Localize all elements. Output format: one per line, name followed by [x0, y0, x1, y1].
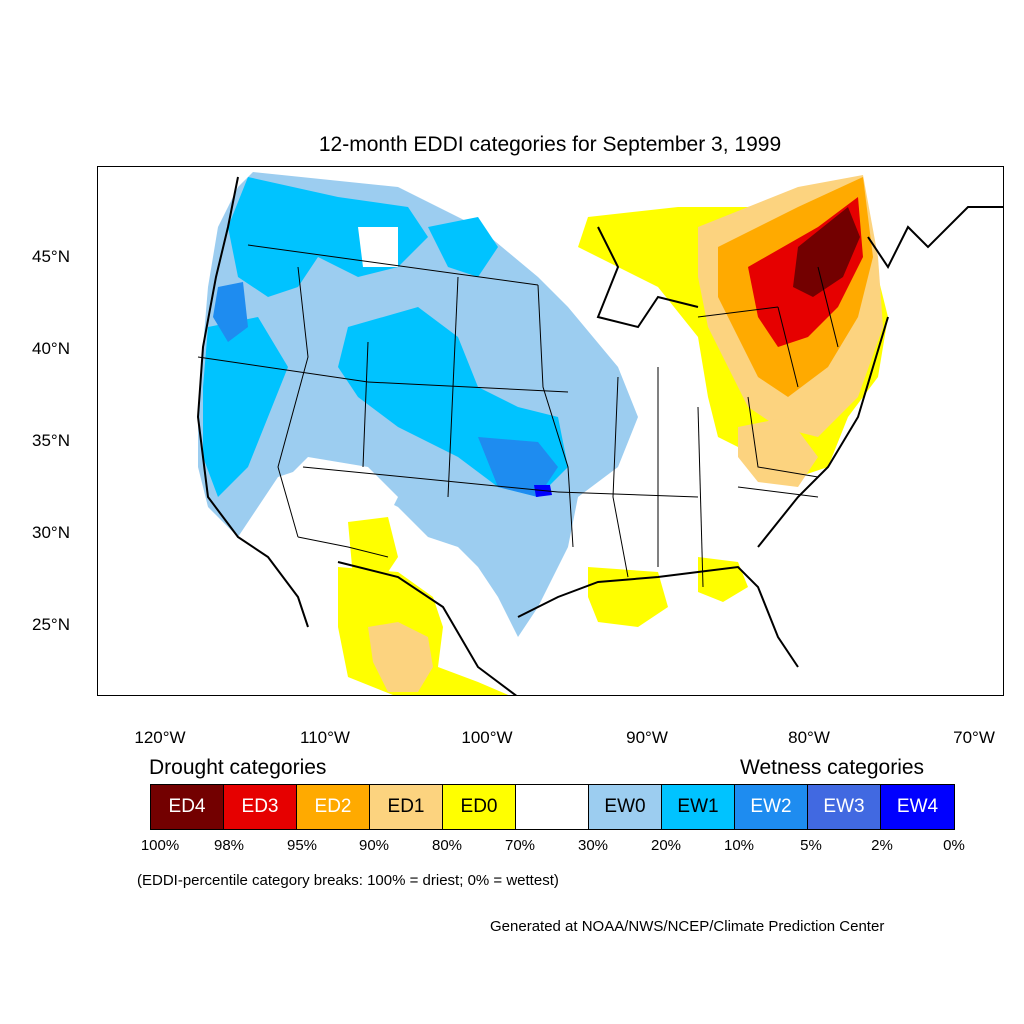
- percentile-break: 30%: [577, 837, 609, 854]
- category-legend: ED4 ED3 ED2 ED1 ED0 EW0 EW1 EW2 EW3 EW4: [150, 784, 955, 830]
- dry-region-florida: [698, 557, 748, 602]
- percentile-break: 20%: [650, 837, 682, 854]
- percentile-break: 2%: [871, 837, 893, 854]
- percentile-break: 0%: [943, 837, 965, 854]
- lat-label-30: 30°N: [32, 523, 70, 542]
- legend-swatch-ew2: EW2: [735, 785, 808, 829]
- legend-swatch-ew3: EW3: [808, 785, 881, 829]
- legend-swatch-ed0: ED0: [443, 785, 516, 829]
- dry-region-appalachia-ed1: [738, 417, 818, 487]
- percentile-break: 95%: [286, 837, 318, 854]
- percentile-break: 70%: [504, 837, 536, 854]
- wet-region-ew2-1: [213, 282, 248, 342]
- lon-label-70: 70°W: [953, 728, 995, 747]
- lat-label-35: 35°N: [32, 431, 70, 450]
- drought-categories-title: Drought categories: [149, 756, 327, 779]
- state-boundaries: [197, 244, 839, 588]
- category-breaks-note: (EDDI-percentile category breaks: 100% =…: [137, 872, 559, 889]
- lon-label-80: 80°W: [788, 728, 830, 747]
- lat-label-45: 45°N: [32, 247, 70, 266]
- legend-swatch-ed3: ED3: [224, 785, 297, 829]
- dry-region-northeast-ed4: [793, 207, 860, 297]
- map-panel: [97, 166, 1004, 696]
- lon-label-120: 120°W: [134, 728, 186, 747]
- legend-swatch-neutral: [516, 785, 589, 829]
- lon-label-90: 90°W: [626, 728, 668, 747]
- lon-label-100: 100°W: [461, 728, 513, 747]
- legend-swatch-ed1: ED1: [370, 785, 443, 829]
- legend-swatch-ed2: ED2: [297, 785, 370, 829]
- map-title: 12-month EDDI categories for September 3…: [318, 133, 782, 156]
- lon-label-110: 110°W: [300, 728, 350, 747]
- percentile-break: 100%: [140, 837, 180, 854]
- wet-region-ew2-2: [478, 437, 558, 497]
- legend-swatch-ew4: EW4: [881, 785, 954, 829]
- lat-label-25: 25°N: [32, 615, 70, 634]
- percentile-break: 80%: [431, 837, 463, 854]
- legend-swatch-ew1: EW1: [662, 785, 735, 829]
- conus-eddi-map: [196, 172, 1003, 695]
- wet-region-ew1-2: [203, 317, 288, 497]
- percentile-break: 5%: [800, 837, 822, 854]
- legend-swatch-ed4: ED4: [151, 785, 224, 829]
- coastline: [196, 176, 1003, 695]
- dry-region-southwest-ed1: [368, 622, 433, 692]
- neutral-gap-1: [358, 227, 398, 267]
- percentile-break: 90%: [358, 837, 390, 854]
- lat-label-40: 40°N: [32, 339, 70, 358]
- legend-swatch-ew0: EW0: [589, 785, 662, 829]
- wetness-categories-title: Wetness categories: [740, 756, 925, 779]
- dry-region-new-mexico: [348, 517, 398, 587]
- wet-region-ew1-4: [428, 217, 498, 277]
- credit-line: Generated at NOAA/NWS/NCEP/Climate Predi…: [490, 918, 885, 935]
- percentile-break: 98%: [213, 837, 245, 854]
- percentile-break: 10%: [723, 837, 755, 854]
